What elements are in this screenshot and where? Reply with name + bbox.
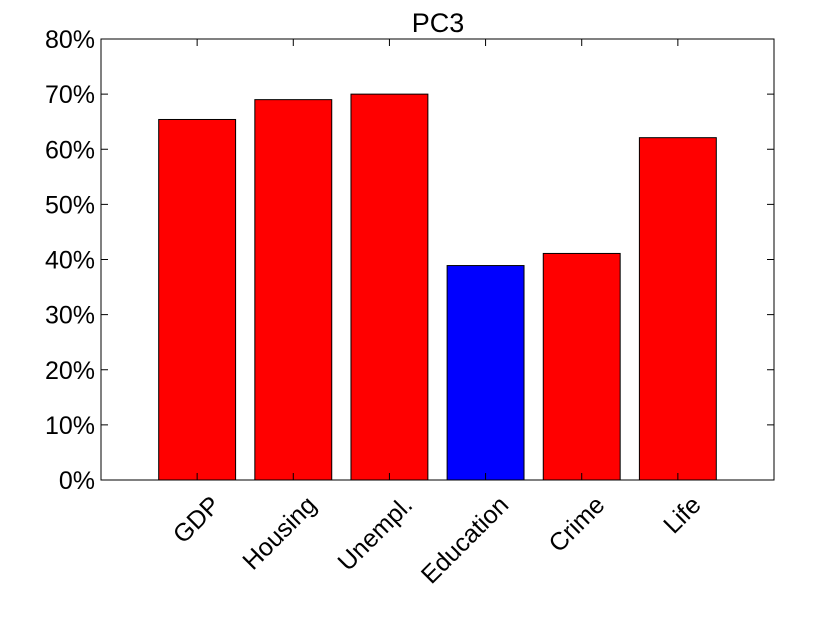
y-tick-label: 80% <box>45 26 95 54</box>
y-tick-label: 50% <box>45 191 95 219</box>
x-tick-label: Education <box>416 491 514 589</box>
x-tick-label: Life <box>658 491 706 539</box>
x-tick-label: Unempl. <box>332 491 418 577</box>
x-tick-label: Housing <box>237 491 322 576</box>
chart-title: PC3 <box>412 8 465 38</box>
y-tick-label: 20% <box>45 357 95 385</box>
bar-housing <box>254 99 333 481</box>
y-tick-label: 10% <box>45 412 95 440</box>
x-axis: GDP Housing Unempl.Education Crime Life <box>168 39 707 589</box>
x-tick-label: GDP <box>168 491 226 549</box>
y-tick-label: 60% <box>45 136 95 164</box>
y-axis: 0% 10% 20% 30% 40% 50% 60% 70% 80% <box>45 26 774 495</box>
bars-layer <box>158 93 717 481</box>
y-tick-label: 70% <box>45 81 95 109</box>
bar-life <box>638 137 717 481</box>
y-tick-label: 0% <box>59 467 95 495</box>
y-tick-label: 40% <box>45 247 95 275</box>
x-tick-label: Crime <box>543 491 610 558</box>
bar-gdp <box>158 118 237 481</box>
bar-crime <box>542 252 621 481</box>
bar-education <box>446 265 525 481</box>
y-tick-label: 30% <box>45 302 95 330</box>
bar-unempl <box>350 93 429 481</box>
